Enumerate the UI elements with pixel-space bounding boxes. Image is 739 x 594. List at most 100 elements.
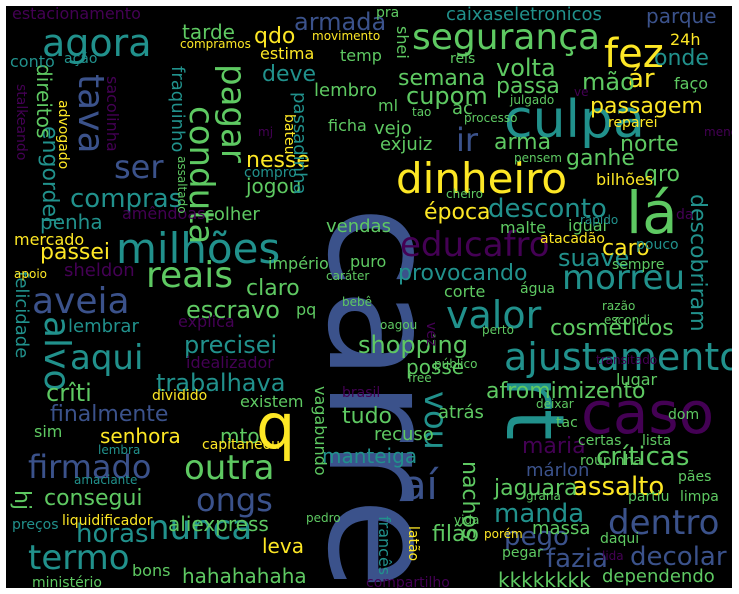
word-criticas: críticas: [596, 442, 690, 472]
word-compramos: compramos: [180, 37, 251, 51]
word-amaciante: amaciante: [74, 473, 138, 487]
word-ve: ve: [574, 85, 589, 99]
word-oagou: oagou: [380, 318, 418, 332]
word-recuso: recuso: [374, 424, 434, 445]
word-da: da: [676, 207, 694, 223]
word-aqui: aqui: [70, 338, 144, 378]
word-liquidificador: liquidificador: [62, 513, 153, 529]
word-qdo: qdo: [254, 24, 296, 49]
word-tudo: tudo: [342, 404, 392, 429]
word-educafro: educafro: [400, 225, 550, 265]
word-processo: processo: [464, 111, 518, 125]
word-vez: vez: [423, 322, 439, 347]
word-movimento: movimento: [312, 29, 381, 43]
word-deixar: deixar: [536, 397, 574, 411]
word-24h: 24h: [670, 30, 701, 49]
word-desconto: desconto: [488, 194, 607, 224]
word-igual: igual: [568, 216, 607, 235]
word-caro: caro: [602, 236, 650, 261]
word-exjuiz: exjuiz: [380, 134, 433, 155]
word-maria: maria: [522, 434, 586, 459]
word-afromimizento: afromimizento: [486, 379, 646, 404]
word-engordei: engordei: [37, 126, 62, 224]
word-assalto: assalto: [572, 472, 665, 502]
word-onde: onde: [654, 46, 709, 71]
word-roupinha: roupinha: [580, 453, 642, 469]
word-outra: outra: [184, 448, 275, 488]
word-compro: compro: [244, 165, 297, 181]
word-trabalhava: trabalhava: [156, 369, 286, 397]
word-conto: conto: [10, 52, 55, 71]
word-horas: horas: [76, 519, 149, 549]
word-ai: aí: [402, 463, 438, 509]
word-dividido: dividido: [152, 388, 208, 404]
word-capitaneou: capitaneou: [202, 437, 281, 453]
word-escondi: escondi: [604, 313, 651, 327]
word-lida: lida: [602, 549, 624, 563]
word-pego: pego: [504, 522, 569, 552]
word-reais: reais: [146, 255, 233, 296]
word-cosmeticos: cosméticos: [550, 316, 674, 341]
word-vou: vou: [417, 391, 455, 450]
word-lugar: lugar: [616, 370, 658, 389]
word-imperio: império: [268, 254, 329, 273]
word-descobriram: descobriram: [685, 194, 710, 332]
word-agora: agora: [42, 21, 152, 65]
word-stalkeando: stalkeando: [13, 84, 29, 161]
word-passei: passei: [40, 240, 111, 265]
word-dependendo: dependendo: [602, 566, 715, 587]
word-estima: estima: [260, 44, 315, 63]
word-aliexpress: aliexpress: [168, 512, 269, 536]
word-manteiga: manteiga: [322, 444, 418, 468]
word-transitado: transitado: [596, 353, 658, 367]
word-mj: mj: [258, 125, 274, 139]
word-ml: ml: [378, 96, 399, 115]
word-morreu: morreu: [562, 258, 686, 298]
word-senhora: senhora: [100, 424, 181, 448]
word-menos: menos: [704, 125, 732, 139]
word-claro: claro: [246, 276, 300, 301]
word-epoca: época: [424, 200, 491, 225]
word-tac: tac: [556, 415, 578, 431]
word-shopping: shopping: [358, 331, 468, 359]
word-provocando: provocando: [398, 261, 528, 286]
word-agua: água: [520, 281, 555, 297]
word-brasil: brasil: [342, 385, 381, 401]
word-nesse: nesse: [246, 148, 310, 173]
word-criti: crîti: [46, 379, 92, 407]
word-norte: norte: [620, 132, 679, 157]
word-ir: ir: [456, 121, 479, 159]
word-sim: sim: [34, 422, 63, 441]
word-alvo: alvo: [36, 316, 77, 392]
word-caso: caso: [581, 379, 715, 447]
word-reparei: reparei: [608, 115, 658, 131]
word-passagem: passagem: [590, 94, 703, 119]
word-mao: mão: [582, 68, 635, 96]
word-assaltado: assaltado: [175, 156, 189, 214]
word-arma: arma: [494, 130, 552, 155]
word-lembro: lembro: [314, 80, 378, 101]
word-lembrar: lembrar: [68, 316, 139, 337]
word-consegui: consegui: [44, 486, 143, 511]
word-compartilho: compartilho: [366, 575, 450, 588]
word-sacolinha: sacolinha: [103, 76, 122, 152]
word-carater: caráter: [326, 269, 370, 283]
word-lista: lista: [642, 433, 672, 449]
word-penha: penha: [40, 210, 103, 234]
word-precos: preços: [12, 517, 59, 533]
word-pagar: pagar: [213, 64, 253, 163]
word-cloud: carrefour caso rt q culpa lá dinheiro milhões ed…: [6, 6, 732, 588]
word-filao: filão: [432, 522, 479, 547]
word-apoio: apoio: [14, 267, 47, 281]
word-pra: pra: [376, 6, 400, 21]
word-tarde: tarde: [182, 20, 235, 44]
word-ganhe: ganhe: [566, 146, 635, 171]
word-vagabundo: vagabundo: [311, 386, 330, 476]
word-finalmente: finalmente: [50, 402, 169, 427]
word-razao: razão: [602, 299, 636, 313]
word-ajustamento: ajustamento: [504, 335, 732, 379]
word-perto: perto: [482, 323, 514, 337]
word-passa: passa: [496, 74, 560, 99]
word-nachos: nachos: [457, 461, 482, 540]
